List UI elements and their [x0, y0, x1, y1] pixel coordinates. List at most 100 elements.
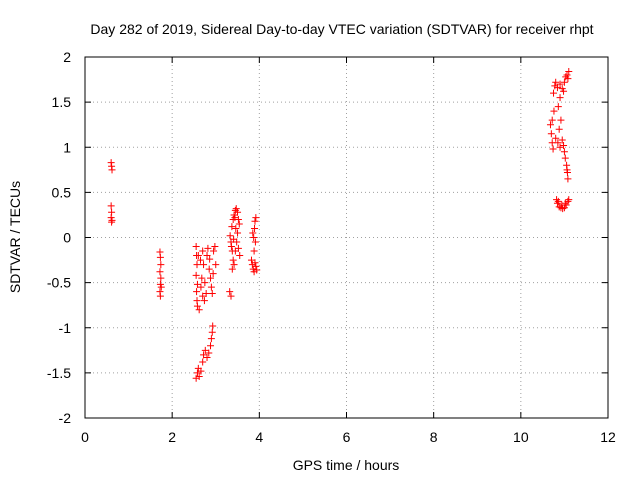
data-point	[196, 256, 204, 264]
data-point	[194, 252, 202, 260]
data-point	[549, 145, 557, 153]
data-point	[203, 252, 211, 260]
data-point	[212, 261, 220, 269]
data-point	[561, 199, 569, 207]
y-tick-label: -1.5	[47, 365, 71, 381]
data-point	[193, 261, 201, 269]
data-point	[236, 252, 244, 260]
data-point	[554, 103, 562, 111]
data-point	[226, 288, 234, 296]
data-point	[232, 205, 240, 213]
data-point	[560, 78, 568, 86]
data-point	[199, 247, 207, 255]
data-point	[195, 372, 203, 380]
data-point	[228, 265, 236, 273]
data-point	[227, 292, 235, 300]
data-point	[107, 202, 115, 210]
y-tick-label: -2	[59, 410, 72, 426]
data-point	[556, 94, 564, 102]
x-tick-label: 6	[343, 429, 351, 445]
data-point	[234, 229, 242, 237]
data-point	[229, 256, 237, 264]
data-point	[211, 243, 219, 251]
data-point	[553, 196, 561, 204]
data-point	[560, 87, 568, 95]
data-point	[209, 270, 217, 278]
y-tick-label: -1	[59, 320, 72, 336]
x-tick-label: 10	[513, 429, 529, 445]
data-point	[207, 274, 215, 282]
data-point	[550, 107, 558, 115]
data-point	[206, 255, 214, 263]
data-point	[554, 197, 562, 205]
data-point	[558, 136, 566, 144]
data-point	[156, 253, 164, 261]
data-point	[207, 335, 215, 343]
data-point	[553, 199, 561, 207]
data-point	[209, 322, 217, 330]
data-point	[204, 244, 212, 252]
data-point	[157, 283, 165, 291]
data-point	[556, 80, 564, 88]
x-tick-label: 4	[255, 429, 263, 445]
y-tick-label: 0.5	[52, 184, 72, 200]
data-point	[199, 292, 207, 300]
data-point	[200, 261, 208, 269]
data-point	[559, 205, 567, 213]
data-point	[230, 235, 238, 243]
data-point	[208, 328, 216, 336]
data-point	[546, 121, 554, 129]
x-axis-tick-labels: 0 2 4 6 8 10 12	[81, 429, 616, 445]
data-point	[251, 217, 259, 225]
data-point	[227, 243, 235, 251]
data-point	[226, 232, 234, 240]
data-point	[560, 141, 568, 149]
x-tick-label: 12	[600, 429, 616, 445]
data-point	[157, 274, 165, 282]
data-point	[251, 238, 259, 246]
data-point	[565, 196, 573, 204]
data-point	[201, 279, 209, 287]
data-point	[556, 143, 564, 151]
data-point	[205, 265, 213, 273]
data-point	[108, 218, 116, 226]
data-point	[564, 175, 572, 183]
data-points	[107, 67, 573, 382]
data-point	[251, 259, 259, 267]
data-point	[547, 130, 555, 138]
data-point	[250, 234, 258, 241]
data-point	[253, 266, 261, 274]
data-point	[192, 243, 200, 251]
data-point	[560, 148, 568, 156]
data-point	[193, 302, 201, 310]
data-point	[252, 214, 260, 222]
data-point	[558, 201, 566, 209]
data-point	[157, 261, 165, 269]
y-tick-label: 1	[63, 139, 71, 155]
data-point	[200, 297, 208, 305]
y-tick-label: 1.5	[52, 94, 72, 110]
data-point	[554, 139, 562, 147]
data-point	[192, 271, 200, 279]
data-point	[550, 89, 558, 97]
data-point	[564, 75, 572, 83]
data-point	[249, 229, 257, 237]
data-point	[548, 116, 556, 124]
data-point	[235, 220, 243, 228]
data-point	[199, 358, 207, 366]
y-axis-label: SDTVAR / TECUs	[7, 181, 23, 293]
data-point	[208, 289, 216, 297]
data-point	[557, 116, 565, 124]
data-point	[156, 292, 164, 300]
data-point	[565, 67, 573, 75]
data-point	[207, 283, 215, 291]
data-point	[197, 367, 205, 375]
data-point	[561, 154, 569, 162]
data-point	[192, 374, 200, 382]
data-point	[552, 134, 560, 142]
data-point	[251, 224, 259, 232]
data-point	[230, 261, 238, 269]
data-point	[232, 224, 240, 232]
data-point	[563, 71, 571, 79]
